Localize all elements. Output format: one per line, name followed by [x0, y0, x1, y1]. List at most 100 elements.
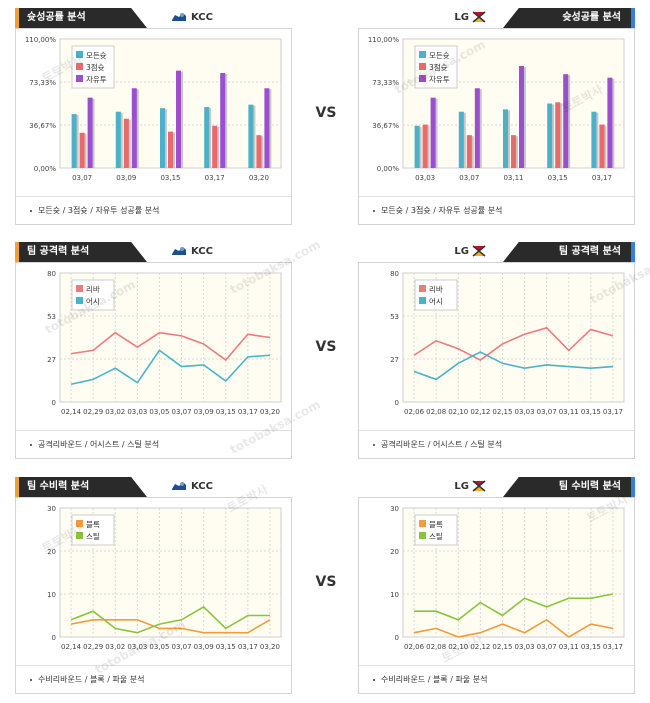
bullet-icon	[373, 209, 375, 212]
panel-title: 팀 수비력 분석	[15, 477, 147, 497]
line-series-스틸	[414, 593, 614, 621]
x-tick-label: 02,08	[426, 408, 446, 416]
panel-title: 슛성공률 분석	[503, 8, 635, 28]
y-tick-label: 10	[47, 591, 56, 599]
chart-caption: 공격리바운드 / 어시스트 / 스틸 분석	[16, 430, 291, 458]
team-name: LG	[454, 12, 469, 23]
bar-자유투	[430, 97, 436, 168]
legend-item: 어시	[86, 296, 100, 306]
legend-item: 블록	[429, 520, 443, 529]
y-tick-label: 30	[390, 505, 399, 513]
x-tick-label: 03,17	[592, 174, 612, 182]
bar-자유투	[607, 77, 613, 168]
panel-header: 팀 공격력 분석 KCC	[15, 242, 292, 262]
panel-away-shot: 슛성공률 분석 LG 0,00% 36,67% 73,33% 110,00% 03,03 03…	[358, 8, 635, 225]
legend-item: 블록	[86, 520, 100, 529]
panel-home-def: 팀 수비력 분석 KCC 0 10 20 30 02,14 02,29 03,02 03,03 03…	[15, 477, 292, 694]
x-tick-label: 03,07	[537, 643, 557, 651]
panel-title: 슛성공률 분석	[15, 8, 147, 28]
team-label: LG	[454, 242, 489, 262]
chart-plot: 0 10 20 30 02,06 02,08 02,10 02,12 02,15 03,03 03,…	[359, 498, 634, 665]
bar-3점슛	[511, 135, 516, 168]
team-label: LG	[454, 477, 489, 497]
x-tick-label: 03,05	[149, 408, 169, 416]
bar-자유투	[220, 73, 226, 168]
bar-3점슛	[168, 131, 173, 168]
line-series-어시	[413, 351, 614, 381]
panel-header: 팀 수비력 분석 LG	[358, 477, 635, 497]
y-tick-label: 36,67%	[29, 122, 56, 130]
x-tick-label: 03,07	[172, 643, 192, 651]
x-tick-label: 03,11	[559, 408, 579, 416]
y-tick-label: 73,33%	[372, 79, 399, 87]
y-tick-label: 36,67%	[372, 122, 399, 130]
y-tick-label: 27	[47, 356, 56, 364]
y-tick-label: 20	[47, 548, 56, 556]
chart-caption: 공격리바운드 / 어시스트 / 스틸 분석	[359, 430, 634, 458]
y-tick-label: 10	[390, 591, 399, 599]
bar-3점슛	[256, 135, 262, 168]
chart-svg: 0,00% 36,67% 73,33% 110,00% 03,07 03,09 03,15 0…	[25, 36, 282, 182]
y-tick-label: 110,00%	[368, 36, 399, 44]
bar-자유투	[563, 74, 569, 168]
bar-모든슛	[204, 107, 210, 168]
x-tick-label: 02,08	[426, 643, 446, 651]
x-tick-label: 02,06	[404, 643, 425, 651]
x-tick-label: 02,10	[448, 408, 468, 416]
bullet-icon	[30, 678, 32, 681]
y-tick-label: 0	[52, 634, 56, 642]
line-series-리바	[70, 331, 271, 362]
bar-자유투	[176, 70, 181, 168]
bar-모든슛	[591, 111, 597, 168]
legend-item: 모든슛	[429, 51, 450, 60]
vs-label: VS	[315, 339, 337, 355]
x-tick-label: 03,15	[548, 174, 568, 182]
y-tick-label: 73,33%	[29, 79, 56, 87]
x-tick-label: 02,29	[83, 408, 103, 416]
bar-자유투	[474, 88, 480, 168]
lg-team-logo-icon	[472, 480, 486, 492]
chart-box: 0 27 53 80 02,06 02,08 02,10 02,12 02,15 03,03 03,…	[358, 262, 635, 459]
team-label: KCC	[167, 477, 213, 497]
panel-header: 팀 수비력 분석 KCC	[15, 477, 292, 497]
x-tick-label: 03,03	[515, 643, 535, 651]
x-tick-label: 03,20	[260, 408, 280, 416]
caption-text: 공격리바운드 / 어시스트 / 스틸 분석	[38, 440, 160, 449]
legend-item: 스틸	[86, 532, 100, 541]
x-tick-label: 03,09	[116, 174, 136, 182]
line-series-리바	[413, 326, 614, 362]
panel-header: 슛성공률 분석 LG	[358, 8, 635, 28]
legend-item: 3점슛	[86, 62, 105, 72]
bar-3점슛	[212, 125, 218, 168]
bar-자유투	[131, 88, 137, 168]
panel-title: 팀 공격력 분석	[15, 242, 147, 262]
x-tick-label: 03,03	[127, 643, 147, 651]
x-tick-label: 03,11	[503, 174, 523, 182]
legend-item: 어시	[429, 296, 443, 306]
panel-home-off: 팀 공격력 분석 KCC 0 27 53 80 02,14 02,29 03,02 03,03 03…	[15, 242, 292, 459]
chart-box: 0 10 20 30 02,06 02,08 02,10 02,12 02,15 03,03 03,…	[358, 497, 635, 694]
bar-자유투	[87, 97, 93, 168]
chart-caption: 수비리바운드 / 블록 / 파울 분석	[359, 665, 634, 693]
y-tick-label: 0	[395, 634, 399, 642]
x-tick-label: 03,07	[172, 408, 192, 416]
bar-모든슛	[71, 114, 77, 168]
panel-home-shot: 슛성공률 분석 KCC 0,00% 36,67% 73,33% 110,00% 03,07 0…	[15, 8, 292, 225]
kcc-team-logo-icon	[172, 247, 186, 255]
bar-모든슛	[248, 104, 254, 168]
x-tick-label: 02,12	[470, 408, 490, 416]
legend-item: 자유투	[429, 75, 450, 84]
x-tick-label: 03,11	[559, 643, 579, 651]
bar-모든슛	[458, 111, 464, 168]
legend-item: 3점슛	[429, 62, 448, 72]
team-label: KCC	[167, 242, 213, 262]
x-tick-label: 03,17	[603, 408, 623, 416]
team-label: LG	[454, 8, 489, 28]
bullet-icon	[373, 443, 375, 446]
x-tick-label: 03,07	[72, 174, 92, 182]
bar-3점슛	[79, 132, 85, 168]
chart-caption: 수비리바운드 / 블록 / 파울 분석	[16, 665, 291, 693]
x-tick-label: 02,12	[470, 643, 490, 651]
caption-text: 모든슛 / 3점슛 / 자유투 성공률 분석	[38, 206, 160, 215]
bar-3점슛	[123, 118, 129, 168]
